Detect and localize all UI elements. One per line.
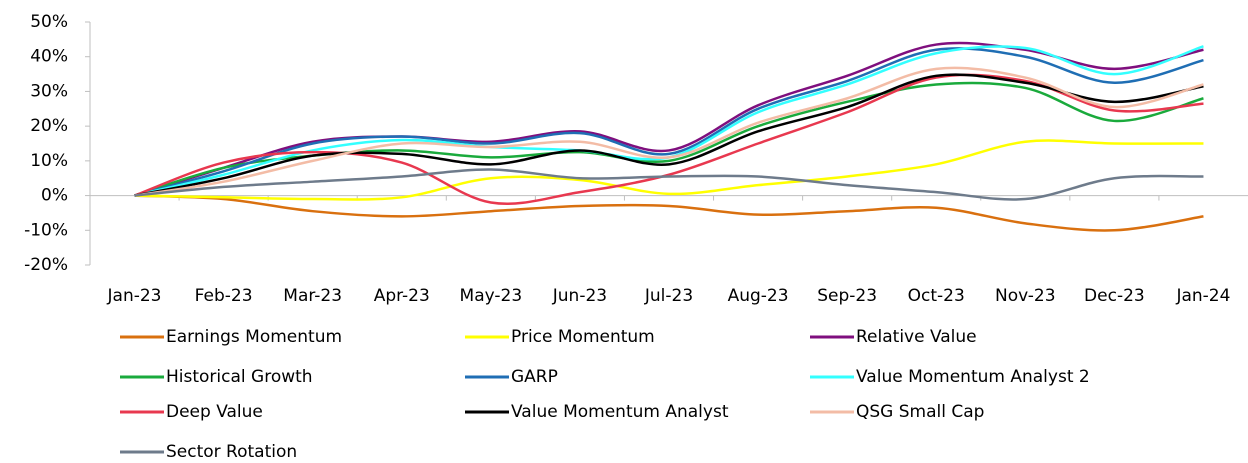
x-tick-label: Oct-23: [908, 286, 965, 306]
y-tick-label: -10%: [24, 220, 68, 240]
x-tick-label: Aug-23: [728, 286, 789, 306]
legend-label: Sector Rotation: [166, 442, 297, 462]
x-tick-label: Jun-23: [552, 286, 607, 306]
series-line: [134, 73, 1204, 197]
x-tick-label: Apr-23: [374, 286, 430, 306]
legend-label: Price Momentum: [511, 327, 655, 347]
legend-label: Historical Growth: [166, 367, 313, 387]
y-tick-label: 20%: [30, 116, 68, 136]
series-line: [134, 47, 1204, 197]
x-tick-label: Jan-23: [107, 286, 162, 306]
x-tick-label: Feb-23: [195, 286, 253, 306]
x-tick-label: Mar-23: [283, 286, 342, 306]
y-tick-label: 10%: [30, 151, 68, 171]
x-tick-label: Sep-23: [817, 286, 877, 306]
x-tick-label: Nov-23: [995, 286, 1056, 306]
legend-label: Relative Value: [856, 327, 977, 347]
legend-label: Earnings Momentum: [166, 327, 342, 347]
series-line: [134, 194, 1204, 232]
legend-label: Value Momentum Analyst 2: [856, 367, 1090, 387]
series-line: [134, 41, 1204, 197]
legend-label: Value Momentum Analyst: [511, 402, 729, 422]
x-tick-label: Jul-23: [644, 286, 693, 306]
series-line: [134, 45, 1204, 197]
x-tick-label: Jan-24: [1175, 286, 1230, 306]
series-line: [134, 139, 1204, 201]
y-tick-label: 0%: [41, 186, 68, 206]
legend-label: QSG Small Cap: [856, 402, 984, 422]
y-tick-label: -20%: [24, 255, 68, 275]
x-tick-label: Dec-23: [1084, 286, 1145, 306]
x-tick-label: May-23: [460, 286, 523, 306]
series-line: [134, 81, 1204, 197]
legend-label: GARP: [511, 367, 558, 387]
legend-label: Deep Value: [166, 402, 263, 422]
series-line: [134, 168, 1204, 201]
series-line: [134, 73, 1204, 206]
y-tick-label: 30%: [30, 81, 68, 101]
y-tick-label: 40%: [30, 47, 68, 67]
y-tick-label: 50%: [30, 12, 68, 32]
series-line: [134, 66, 1204, 197]
